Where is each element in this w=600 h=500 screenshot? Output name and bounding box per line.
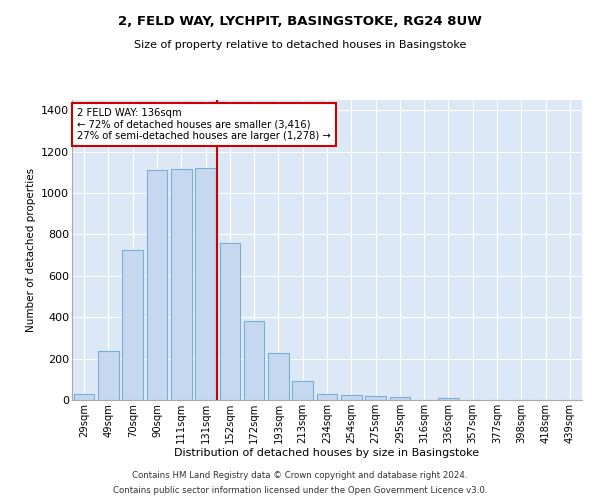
- Text: Distribution of detached houses by size in Basingstoke: Distribution of detached houses by size …: [175, 448, 479, 458]
- Text: Size of property relative to detached houses in Basingstoke: Size of property relative to detached ho…: [134, 40, 466, 50]
- Bar: [268, 354, 289, 400]
- Y-axis label: Number of detached properties: Number of detached properties: [26, 168, 35, 332]
- Text: 2, FELD WAY, LYCHPIT, BASINGSTOKE, RG24 8UW: 2, FELD WAY, LYCHPIT, BASINGSTOKE, RG24 …: [118, 15, 482, 28]
- Text: 2 FELD WAY: 136sqm
← 72% of detached houses are smaller (3,416)
27% of semi-deta: 2 FELD WAY: 136sqm ← 72% of detached hou…: [77, 108, 331, 142]
- Bar: [122, 250, 143, 400]
- Bar: [220, 243, 240, 400]
- Bar: [438, 398, 459, 400]
- Bar: [195, 168, 216, 400]
- Bar: [171, 170, 191, 400]
- Bar: [317, 394, 337, 400]
- Bar: [74, 394, 94, 400]
- Bar: [292, 382, 313, 400]
- Bar: [365, 396, 386, 400]
- Text: Contains HM Land Registry data © Crown copyright and database right 2024.: Contains HM Land Registry data © Crown c…: [132, 471, 468, 480]
- Bar: [341, 395, 362, 400]
- Bar: [98, 352, 119, 400]
- Text: Contains public sector information licensed under the Open Government Licence v3: Contains public sector information licen…: [113, 486, 487, 495]
- Bar: [146, 170, 167, 400]
- Bar: [389, 397, 410, 400]
- Bar: [244, 322, 265, 400]
